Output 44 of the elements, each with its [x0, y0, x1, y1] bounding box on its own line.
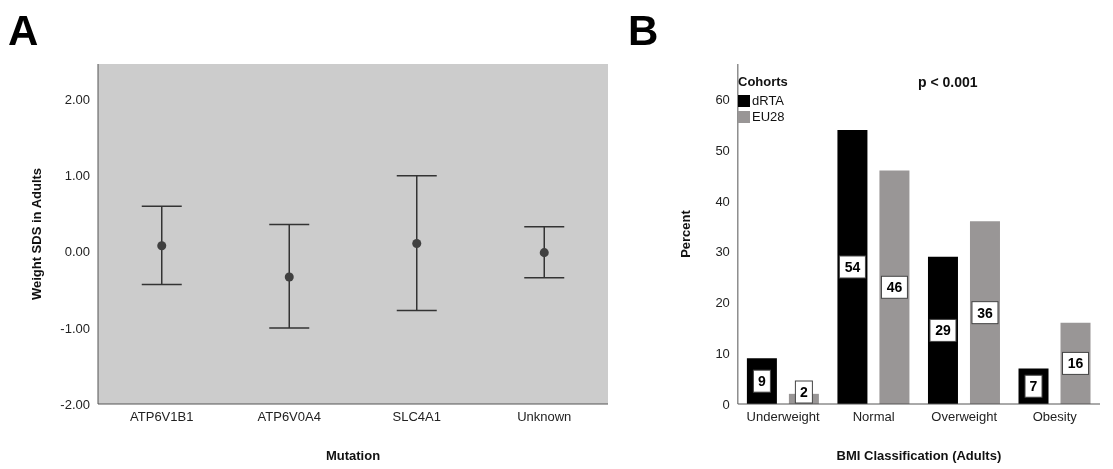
y-tick-label: 0.00 [64, 244, 90, 260]
x-tick-label: SLC4A1 [392, 409, 441, 425]
annotation: p < 0.001 [918, 74, 978, 90]
y-tick-label: 0 [722, 396, 730, 412]
y-tick-label: -1.00 [60, 320, 90, 336]
legend-label: EU28 [752, 109, 785, 125]
x-tick-label: Underweight [746, 409, 820, 425]
y-tick-label: 1.00 [64, 168, 90, 184]
chart-title: B [628, 7, 660, 54]
data-label: 54 [844, 258, 861, 275]
y-tick-label: 60 [715, 92, 730, 108]
legend-title: Cohorts [738, 74, 788, 89]
data-label: 2 [800, 384, 808, 400]
y-tick-label: 50 [715, 142, 730, 158]
y-axis-title: Percent [678, 209, 694, 258]
x-tick-label: Unknown [517, 409, 572, 425]
point [539, 248, 549, 258]
y-axis-title: Weight SDS in Adults [28, 167, 44, 301]
point [284, 272, 294, 282]
y-tick-label: 10 [715, 345, 730, 361]
y-tick-label: 20 [715, 295, 730, 311]
x-tick-label: ATP6V1B1 [130, 409, 194, 425]
y-tick-label: 2.00 [64, 92, 90, 108]
legend-label: dRTA [752, 93, 785, 109]
bar [879, 170, 910, 404]
data-label: 9 [758, 373, 766, 390]
data-label: 36 [977, 304, 993, 321]
point [412, 239, 422, 249]
x-axis-title: BMI Classification (Adults) [836, 448, 1002, 463]
x-tick-label: ATP6V0A4 [257, 409, 321, 425]
chart-title: A [8, 7, 40, 54]
y-tick-label: 30 [715, 244, 730, 260]
data-label: 7 [1029, 378, 1038, 395]
data-label: 29 [935, 322, 951, 339]
data-label: 46 [886, 279, 903, 296]
x-tick-label: Normal [852, 409, 895, 425]
x-tick-label: Overweight [931, 409, 998, 425]
y-tick-label: 40 [715, 193, 730, 209]
y-tick-label: -2.00 [60, 396, 90, 412]
point [157, 241, 167, 251]
bar [837, 129, 868, 404]
data-label: 16 [1067, 355, 1084, 372]
x-tick-label: Obesity [1032, 409, 1078, 425]
x-axis-title: Mutation [325, 448, 381, 463]
